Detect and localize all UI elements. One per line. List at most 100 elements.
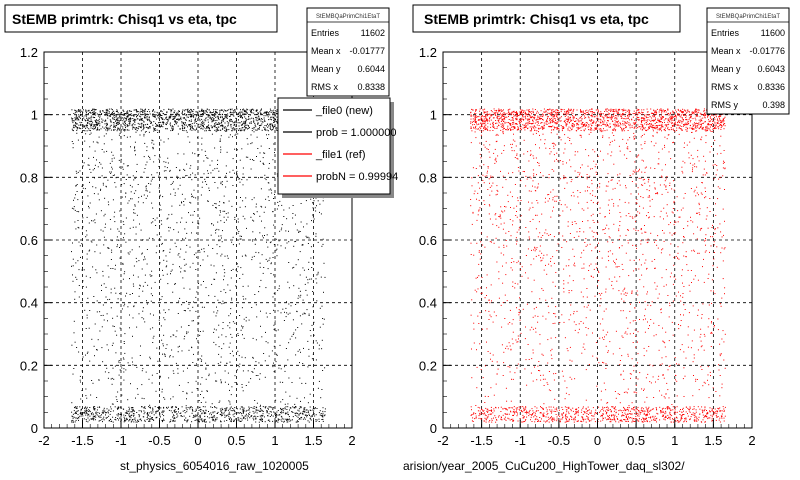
scatter-point <box>101 326 103 328</box>
scatter-point <box>224 110 226 112</box>
scatter-point <box>704 406 706 408</box>
scatter-point <box>653 113 655 114</box>
scatter-point <box>259 419 261 421</box>
scatter-point <box>206 157 208 159</box>
scatter-point <box>174 283 176 284</box>
scatter-point <box>608 409 610 411</box>
scatter-point <box>88 327 90 329</box>
scatter-point <box>257 148 259 149</box>
scatter-point <box>174 420 176 422</box>
scatter-point <box>134 178 136 179</box>
scatter-point <box>271 110 273 112</box>
scatter-point <box>299 349 301 351</box>
scatter-point <box>226 151 228 153</box>
scatter-point <box>200 123 202 125</box>
scatter-point <box>320 414 322 416</box>
scatter-point <box>634 123 636 125</box>
scatter-point <box>249 114 251 116</box>
scatter-point <box>91 380 93 381</box>
scatter-point <box>101 347 103 349</box>
scatter-point <box>144 407 146 409</box>
scatter-point <box>207 119 209 121</box>
scatter-point <box>288 377 290 379</box>
scatter-point <box>126 136 128 138</box>
scatter-point <box>123 135 125 137</box>
scatter-point <box>614 391 616 392</box>
scatter-point <box>655 407 657 409</box>
scatter-point <box>207 172 209 174</box>
scatter-point <box>72 258 74 260</box>
scatter-point <box>276 248 278 250</box>
scatter-point <box>175 121 177 123</box>
scatter-point <box>126 126 128 128</box>
scatter-point <box>566 182 568 184</box>
scatter-point <box>195 410 197 412</box>
scatter-point <box>214 372 216 374</box>
scatter-point <box>189 415 191 417</box>
scatter-point <box>232 350 233 352</box>
scatter-point <box>322 243 324 245</box>
scatter-point <box>258 421 260 423</box>
scatter-point <box>131 249 133 251</box>
scatter-point <box>537 421 538 422</box>
scatter-point <box>190 123 192 125</box>
scatter-point <box>191 123 193 125</box>
scatter-point <box>185 310 186 312</box>
scatter-point <box>311 267 313 268</box>
scatter-point <box>167 120 169 122</box>
scatter-point <box>217 310 219 312</box>
scatter-point <box>144 411 146 413</box>
scatter-point <box>273 126 275 128</box>
scatter-point <box>107 117 109 119</box>
scatter-point <box>135 233 137 235</box>
scatter-point <box>262 419 263 421</box>
scatter-point <box>150 293 152 295</box>
scatter-point <box>253 112 255 114</box>
scatter-point <box>234 375 236 377</box>
scatter-point <box>205 362 207 364</box>
scatter-point <box>270 116 272 118</box>
scatter-point <box>162 421 163 423</box>
scatter-point <box>240 115 241 117</box>
scatter-point <box>572 248 574 250</box>
scatter-point <box>226 219 227 221</box>
scatter-point <box>594 247 596 249</box>
scatter-point <box>78 124 80 126</box>
scatter-point <box>135 257 137 259</box>
scatter-point <box>628 405 630 407</box>
scatter-point <box>118 117 120 119</box>
scatter-point <box>229 289 231 291</box>
scatter-point <box>680 128 682 130</box>
scatter-point <box>476 366 478 368</box>
scatter-point <box>283 320 285 321</box>
scatter-point <box>176 119 178 120</box>
scatter-point <box>265 287 267 289</box>
scatter-point <box>74 406 75 408</box>
scatter-point <box>163 410 165 412</box>
scatter-point <box>153 128 155 130</box>
scatter-point <box>219 111 221 113</box>
scatter-point <box>153 335 155 337</box>
scatter-point <box>261 129 263 131</box>
scatter-point <box>238 129 240 131</box>
scatter-point <box>713 290 714 292</box>
scatter-point <box>262 157 264 159</box>
scatter-point <box>221 120 222 122</box>
scatter-point <box>203 419 205 421</box>
scatter-point <box>508 122 509 124</box>
scatter-point <box>174 124 176 126</box>
scatter-point <box>315 407 316 409</box>
scatter-point <box>105 120 107 122</box>
scatter-point <box>95 269 97 271</box>
scatter-point <box>142 118 143 120</box>
scatter-point <box>259 415 261 417</box>
scatter-point <box>123 341 125 342</box>
scatter-point <box>92 186 94 188</box>
scatter-point <box>186 398 187 400</box>
scatter-point <box>179 177 181 179</box>
scatter-point <box>656 108 658 110</box>
scatter-point <box>134 204 136 206</box>
scatter-point <box>271 192 273 194</box>
scatter-point <box>213 224 214 226</box>
scatter-point <box>198 115 199 116</box>
